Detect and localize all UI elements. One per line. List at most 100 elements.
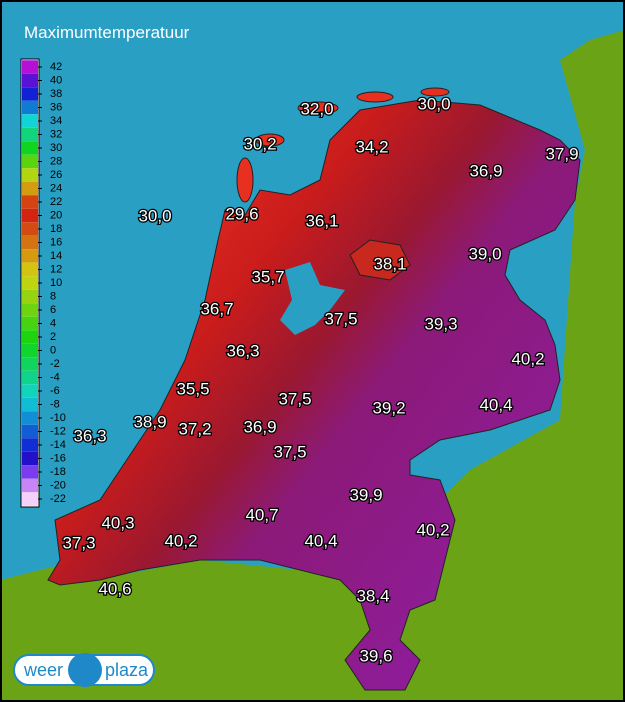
legend-label: -6	[50, 385, 60, 397]
island	[236, 157, 254, 203]
station-value: 34,2	[355, 137, 388, 156]
station-value: 38,4	[356, 586, 389, 605]
legend-label: 14	[50, 250, 62, 262]
station-value: 37,2	[178, 419, 211, 438]
legend-label: 16	[50, 236, 62, 248]
legend-label: 22	[50, 196, 62, 208]
legend-swatch	[22, 249, 38, 263]
legend-swatch	[22, 492, 38, 506]
legend-swatch	[22, 73, 38, 88]
legend-swatch	[22, 127, 38, 142]
legend-label: 6	[50, 304, 56, 316]
station-value: 38,1	[373, 254, 406, 273]
legend-swatch	[22, 411, 38, 425]
legend-swatch	[22, 478, 38, 493]
legend-swatch	[22, 316, 38, 331]
legend-swatch	[22, 370, 38, 385]
legend-label: -10	[50, 412, 66, 424]
station-value: 36,7	[200, 299, 233, 318]
legend-swatch	[22, 465, 38, 479]
station-value: 37,5	[273, 442, 306, 461]
station-value: 40,3	[101, 513, 134, 532]
legend-swatch	[22, 168, 38, 182]
station-value: 39,2	[372, 398, 405, 417]
station-value: 37,9	[545, 144, 578, 163]
legend-label: 32	[50, 128, 62, 140]
legend-swatch	[22, 114, 38, 128]
island	[420, 87, 450, 97]
legend-swatch	[22, 397, 38, 412]
station-value: 36,3	[226, 341, 259, 360]
legend-label: 36	[50, 101, 62, 113]
legend-swatch	[22, 303, 38, 317]
legend-label: 28	[50, 155, 62, 167]
station-value: 40,2	[416, 520, 449, 539]
station-value: 39,3	[424, 314, 457, 333]
station-value: 36,9	[243, 417, 276, 436]
legend-label: -22	[50, 493, 66, 505]
legend-label: -2	[50, 358, 60, 370]
legend-label: 4	[50, 317, 56, 329]
island	[356, 91, 394, 103]
legend-label: 24	[50, 182, 62, 194]
station-value: 40,4	[479, 395, 512, 414]
legend-swatch	[22, 195, 38, 209]
legend-label: 10	[50, 277, 62, 289]
legend-swatch	[22, 451, 38, 466]
station-value: 40,2	[511, 349, 544, 368]
legend-swatch	[22, 384, 38, 398]
station-value: 40,2	[164, 531, 197, 550]
station-value: 40,4	[304, 531, 337, 550]
legend-swatch	[22, 343, 38, 358]
legend-label: -20	[50, 479, 66, 491]
logo: weer plaza	[13, 653, 155, 687]
legend-swatch	[22, 181, 38, 196]
legend-label: 26	[50, 169, 62, 181]
legend-swatch	[22, 222, 38, 236]
station-value: 38,9	[133, 412, 166, 431]
legend-swatch	[22, 235, 38, 250]
legend-swatch	[22, 60, 38, 74]
legend-label: -8	[50, 398, 60, 410]
legend-label: -18	[50, 466, 66, 478]
legend-label: -4	[50, 371, 60, 383]
station-value: 36,9	[469, 161, 502, 180]
lake	[280, 262, 345, 335]
island	[255, 133, 285, 147]
station-value: 40,6	[98, 579, 131, 598]
legend-swatch	[22, 208, 38, 223]
logo-icon	[68, 653, 102, 687]
station-value: 30,2	[243, 134, 276, 153]
station-value: 29,6	[225, 204, 258, 223]
netherlands	[47, 99, 581, 691]
station-value: 39,6	[359, 646, 392, 665]
legend-label: 18	[50, 223, 62, 235]
logo-left: weer	[23, 660, 63, 680]
legend-swatch	[22, 262, 38, 277]
station-value: 37,5	[278, 389, 311, 408]
legend-label: 42	[50, 61, 62, 73]
station-value: 40,7	[245, 505, 278, 524]
legend-label: 12	[50, 263, 62, 275]
legend-label: 30	[50, 142, 62, 154]
station-value: 39,0	[468, 244, 501, 263]
legend-swatch	[22, 154, 38, 169]
title: Maximumtemperatuur	[24, 23, 190, 42]
legend-swatch	[22, 438, 38, 452]
legend-label: -12	[50, 425, 66, 437]
station-value: 36,1	[305, 211, 338, 230]
legend-label: 38	[50, 88, 62, 100]
legend-label: 0	[50, 344, 56, 356]
legend-swatch	[22, 141, 38, 155]
island	[297, 101, 339, 115]
legend-swatch	[22, 289, 38, 304]
legend-label: 2	[50, 331, 56, 343]
station-value: 35,7	[251, 267, 284, 286]
land	[0, 30, 625, 702]
polder	[349, 239, 411, 281]
station-value: 30,0	[417, 94, 450, 113]
legend-label: 20	[50, 209, 62, 221]
station-value: 30,0	[138, 206, 171, 225]
